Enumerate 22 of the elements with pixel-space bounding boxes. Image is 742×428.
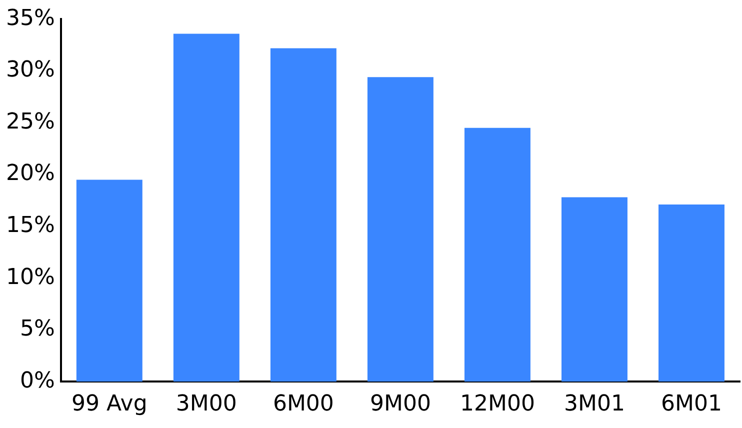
y-tick-label: 25% bbox=[6, 109, 55, 134]
y-tick-label: 30% bbox=[6, 58, 55, 83]
y-tick-label: 15% bbox=[6, 213, 55, 238]
x-tick-label: 3M00 bbox=[176, 392, 237, 417]
bar bbox=[658, 204, 724, 382]
bar bbox=[76, 180, 142, 382]
x-tick-label: 9M00 bbox=[370, 392, 431, 417]
y-tick-label: 20% bbox=[6, 161, 55, 186]
bar bbox=[173, 34, 240, 382]
bar bbox=[367, 77, 434, 382]
x-tick-label: 6M01 bbox=[661, 392, 722, 417]
y-tick-label: 35% bbox=[6, 6, 55, 31]
x-tick-label: 99 Avg bbox=[72, 392, 148, 417]
x-tick-label: 6M00 bbox=[272, 392, 334, 417]
y-tick-label: 10% bbox=[6, 264, 55, 290]
bar bbox=[464, 128, 530, 382]
x-tick-label: 3M01 bbox=[564, 392, 625, 417]
bar bbox=[270, 48, 336, 382]
y-tick-label: 0% bbox=[20, 368, 55, 394]
x-tick-label: 12M00 bbox=[460, 392, 535, 417]
bar bbox=[561, 197, 628, 382]
y-tick-label: 5% bbox=[20, 316, 55, 342]
